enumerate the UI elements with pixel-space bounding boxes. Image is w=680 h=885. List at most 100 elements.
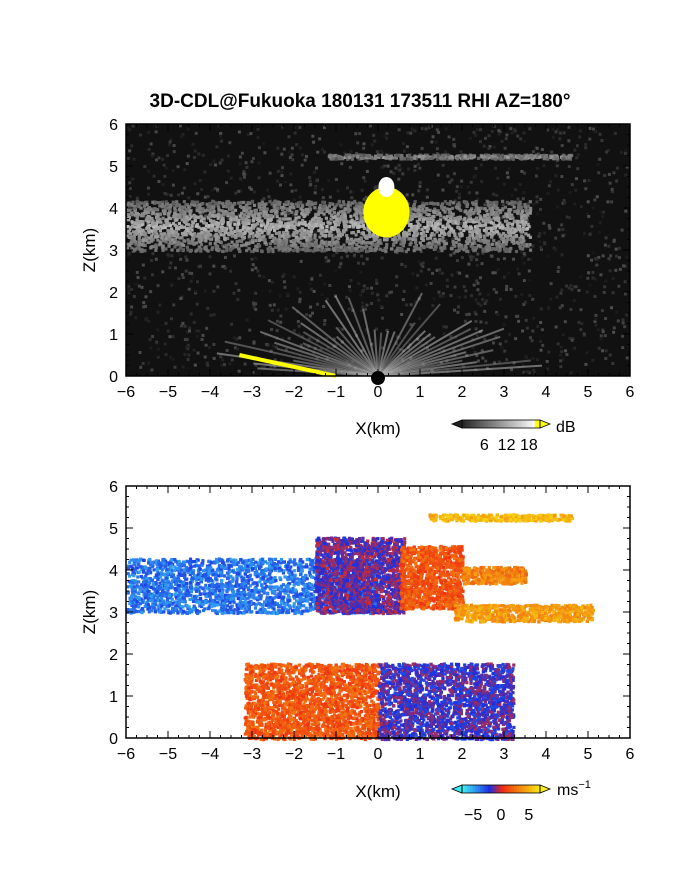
- reflectivity-noise-cell: [195, 132, 198, 135]
- reflectivity-noise-cell: [243, 176, 246, 179]
- reflectivity-cell: [154, 249, 157, 252]
- reflectivity-cell: [221, 202, 224, 205]
- reflectivity-cell: [460, 244, 463, 247]
- reflectivity-noise-cell: [252, 157, 255, 160]
- reflectivity-cell: [322, 208, 325, 211]
- reflectivity-noise-cell: [594, 318, 597, 321]
- reflectivity-noise-cell: [543, 231, 546, 234]
- reflectivity-cell: [422, 205, 425, 208]
- reflectivity-noise-cell: [559, 132, 562, 135]
- reflectivity-cell: [146, 226, 149, 229]
- reflectivity-noise-cell: [293, 275, 296, 278]
- reflectivity-noise-cell: [577, 321, 580, 324]
- reflectivity-cell: [188, 240, 191, 243]
- reflectivity-noise-cell: [151, 335, 154, 338]
- reflectivity-noise-cell: [564, 349, 567, 352]
- reflectivity-cell: [178, 222, 181, 225]
- reflectivity-noise-cell: [174, 266, 177, 269]
- reflectivity-cell: [483, 229, 486, 232]
- reflectivity-cell: [340, 249, 343, 252]
- reflectivity-cell: [471, 242, 474, 245]
- reflectivity-cell: [204, 209, 207, 212]
- reflectivity-cell: [299, 248, 302, 251]
- reflectivity-noise-cell: [512, 258, 515, 261]
- reflectivity-cell: [294, 216, 297, 219]
- reflectivity-noise-cell: [244, 363, 247, 366]
- reflectivity-noise-cell: [541, 148, 544, 151]
- reflectivity-cell: [174, 209, 177, 212]
- reflectivity-noise-cell: [352, 191, 355, 194]
- reflectivity-cell: [436, 203, 439, 206]
- reflectivity-cell: [275, 232, 278, 235]
- reflectivity-noise-cell: [156, 328, 159, 331]
- reflectivity-noise-cell: [363, 284, 366, 287]
- reflectivity-noise-cell: [607, 257, 610, 260]
- reflectivity-cell: [308, 223, 311, 226]
- reflectivity-cell: [132, 230, 135, 233]
- reflectivity-cell: [156, 217, 159, 220]
- reflectivity-cell: [137, 247, 140, 250]
- reflectivity-cell: [569, 154, 572, 157]
- reflectivity-noise-cell: [548, 227, 551, 230]
- reflectivity-cell: [337, 202, 340, 205]
- reflectivity-noise-cell: [242, 173, 245, 176]
- reflectivity-noise-cell: [501, 346, 504, 349]
- reflectivity-noise-cell: [294, 132, 297, 135]
- reflectivity-cell: [245, 249, 248, 252]
- reflectivity-cell: [311, 244, 314, 247]
- reflectivity-noise-cell: [483, 145, 486, 148]
- reflectivity-noise-cell: [449, 254, 452, 257]
- reflectivity-noise-cell: [567, 126, 570, 129]
- reflectivity-cell: [334, 205, 337, 208]
- reflectivity-noise-cell: [390, 291, 393, 294]
- reflectivity-cell: [526, 209, 529, 212]
- reflectivity-noise-cell: [402, 298, 405, 301]
- reflectivity-noise-cell: [139, 351, 142, 354]
- reflectivity-noise-cell: [289, 183, 292, 186]
- reflectivity-noise-cell: [186, 162, 189, 165]
- reflectivity-cell: [313, 206, 316, 209]
- reflectivity-cell: [321, 246, 324, 249]
- reflectivity-noise-cell: [258, 162, 261, 165]
- reflectivity-cell: [455, 241, 458, 244]
- reflectivity-noise-cell: [411, 272, 414, 275]
- reflectivity-noise-cell: [127, 285, 130, 288]
- reflectivity-cell: [221, 250, 224, 253]
- reflectivity-noise-cell: [172, 303, 175, 306]
- reflectivity-cell: [212, 206, 215, 209]
- reflectivity-noise-cell: [600, 334, 603, 337]
- reflectivity-cell: [413, 249, 416, 252]
- reflectivity-noise-cell: [425, 283, 428, 286]
- reflectivity-noise-cell: [142, 305, 145, 308]
- reflectivity-x-tick-label: 6: [626, 384, 635, 401]
- reflectivity-cell: [216, 224, 219, 227]
- reflectivity-cell: [186, 248, 189, 251]
- reflectivity-cell: [150, 237, 153, 240]
- reflectivity-noise-cell: [446, 175, 449, 178]
- reflectivity-cell: [441, 225, 444, 228]
- reflectivity-noise-cell: [604, 334, 607, 337]
- reflectivity-cell: [502, 215, 505, 218]
- reflectivity-noise-cell: [195, 329, 198, 332]
- reflectivity-cell: [168, 208, 171, 211]
- reflectivity-cell: [322, 212, 325, 215]
- reflectivity-noise-cell: [543, 242, 546, 245]
- reflectivity-noise-cell: [551, 128, 554, 131]
- reflectivity-noise-cell: [338, 265, 341, 268]
- reflectivity-noise-cell: [569, 191, 572, 194]
- reflectivity-noise-cell: [220, 364, 223, 367]
- reflectivity-cell: [238, 250, 241, 253]
- reflectivity-noise-cell: [385, 294, 388, 297]
- reflectivity-noise-cell: [217, 125, 220, 128]
- reflectivity-noise-cell: [192, 143, 195, 146]
- reflectivity-noise-cell: [136, 197, 139, 200]
- reflectivity-noise-cell: [460, 180, 463, 183]
- reflectivity-cell: [169, 224, 172, 227]
- reflectivity-cell: [464, 245, 467, 248]
- reflectivity-noise-cell: [563, 131, 566, 134]
- reflectivity-noise-cell: [516, 135, 519, 138]
- reflectivity-cell: [329, 218, 332, 221]
- reflectivity-noise-cell: [348, 308, 351, 311]
- reflectivity-noise-cell: [584, 146, 587, 149]
- reflectivity-noise-cell: [579, 308, 582, 311]
